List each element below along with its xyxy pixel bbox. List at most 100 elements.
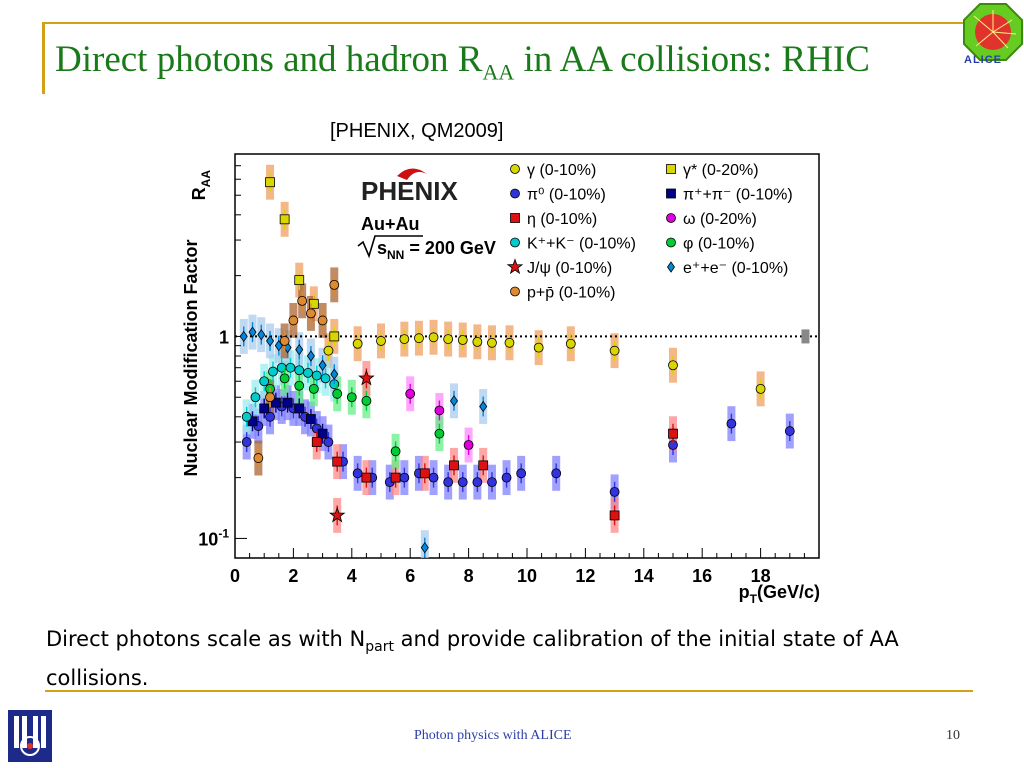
point-e-e-0-10 xyxy=(330,368,339,380)
point-0-10 xyxy=(472,477,483,488)
legend-marker-0-20 xyxy=(666,164,676,174)
legend-marker-0-10 xyxy=(510,188,520,199)
legend: γ (0-10%) γ* (0-20%) π⁰ (0-10%) π⁺+π⁻ (0-10… xyxy=(506,162,793,302)
point-k-k-0-10 xyxy=(320,373,331,384)
inset-energy: sNN = 200 GeV xyxy=(377,238,496,262)
point-0-10 xyxy=(311,437,322,447)
point-0-10 xyxy=(323,437,334,447)
alice-logo-icon xyxy=(963,3,1023,61)
legend-label-j-0-10: J/ψ (0-10%) xyxy=(527,260,612,277)
point-0-10 xyxy=(457,477,468,488)
legend-marker-0-10 xyxy=(510,164,520,174)
point-0-10 xyxy=(352,338,363,349)
point-p-p-0-10 xyxy=(317,315,328,326)
point-0-10 xyxy=(323,345,334,356)
point-0-20 xyxy=(294,275,305,286)
point-e-e-0-10 xyxy=(318,359,327,371)
point-k-k-0-10 xyxy=(285,362,296,373)
point-0-10 xyxy=(419,468,430,479)
point-j-0-10 xyxy=(358,369,375,386)
alice-logo-text: ALICE xyxy=(964,54,1002,66)
legend-label-k-k-0-10: K⁺+K⁻ (0-10%) xyxy=(527,236,636,253)
legend-marker-j-0-10 xyxy=(506,258,524,275)
point-0-10 xyxy=(478,460,489,471)
x-tick-label: 10 xyxy=(517,566,537,586)
phenix-logo: PHENIX xyxy=(361,176,458,206)
point-k-k-0-10 xyxy=(311,370,322,381)
legend-marker-p-p-0-10 xyxy=(510,286,520,297)
inset-system: Au+Au xyxy=(361,214,420,234)
point-0-10 xyxy=(443,334,454,344)
point-0-10 xyxy=(487,337,497,348)
legend-marker-0-10 xyxy=(666,188,676,199)
point-j-0-10 xyxy=(328,506,346,523)
point-0-10 xyxy=(259,403,270,414)
x-tick-label: 8 xyxy=(464,566,474,586)
point-p-p-0-10 xyxy=(279,336,290,346)
series-0-10 xyxy=(323,327,766,399)
series-e-e-0-10 xyxy=(239,322,488,558)
point-0-10 xyxy=(443,477,454,488)
point-0-20 xyxy=(308,298,319,309)
y-tick-label: 10-1 xyxy=(198,526,229,549)
point-0-20 xyxy=(279,214,290,225)
point-k-k-0-10 xyxy=(294,365,305,376)
point-0-10 xyxy=(414,333,424,344)
point-e-e-0-10 xyxy=(306,350,315,362)
point-0-20 xyxy=(265,177,275,188)
point-0-10 xyxy=(294,380,305,391)
jinr-logo-icon xyxy=(8,710,52,762)
point-0-10 xyxy=(434,428,445,439)
point-0-10 xyxy=(755,383,766,394)
legend-label-e-e-0-10: e⁺+e⁻ (0-10%) xyxy=(683,260,788,277)
point-0-10 xyxy=(361,472,372,483)
legend-marker-k-k-0-10 xyxy=(510,237,520,248)
series-k-k-0-10 xyxy=(241,357,340,427)
point-e-e-0-10 xyxy=(239,330,248,343)
point-0-10 xyxy=(472,336,483,347)
point-0-10 xyxy=(241,437,252,447)
phenix-inset: PHENIX Au+Au sNN = 200 GeV xyxy=(357,168,496,262)
legend-marker-e-e-0-10 xyxy=(667,261,675,273)
y-axis-label: Nuclear Modification Factor xyxy=(181,239,201,476)
point-0-10 xyxy=(332,388,343,399)
legend-label-0-10: γ (0-10%) xyxy=(527,162,596,179)
series-0-10 xyxy=(311,423,678,526)
point-0-10 xyxy=(668,428,678,439)
point-0-10 xyxy=(279,373,290,384)
point-0-10 xyxy=(308,383,319,394)
point-0-10 xyxy=(565,338,576,349)
point-0-10 xyxy=(376,336,386,346)
x-tick-label: 14 xyxy=(634,566,654,586)
raa-chart: 0 2 4 6 8 10 12 14 16 18 1 10-1 Nuclear Modificatio… xyxy=(181,153,820,606)
point-0-10 xyxy=(294,403,305,414)
point-p-p-0-10 xyxy=(253,453,264,463)
legend-label-0-20: ω (0-20%) xyxy=(683,211,757,228)
y-axis-raa-label: RAA xyxy=(189,170,213,201)
series-p-p-0-10 xyxy=(253,274,340,468)
series-0-10 xyxy=(265,368,445,462)
point-0-10 xyxy=(390,472,401,483)
point-0-10 xyxy=(533,342,544,353)
point-p-p-0-10 xyxy=(265,392,275,403)
slide-caption: Direct photons scale as with Npart and p… xyxy=(46,627,899,691)
point-k-k-0-10 xyxy=(241,411,252,422)
point-e-e-0-10 xyxy=(248,326,257,338)
point-0-10 xyxy=(457,335,468,345)
series-0-10 xyxy=(247,392,328,444)
page-number: 10 xyxy=(946,728,960,743)
point-0-10 xyxy=(399,334,410,344)
left-accent-bar xyxy=(42,22,45,94)
legend-label-0-10: π⁰ (0-10%) xyxy=(527,187,606,204)
point-0-20 xyxy=(329,331,340,342)
point-0-10 xyxy=(609,345,620,356)
point-0-10 xyxy=(317,428,328,439)
phenix-flame-icon xyxy=(397,168,427,180)
point-e-e-0-10 xyxy=(420,541,429,554)
x-tick-label: 2 xyxy=(288,566,298,586)
point-0-10 xyxy=(428,332,439,343)
point-p-p-0-10 xyxy=(297,295,308,306)
legend-label-p-p-0-10: p+p̄ (0-10%) xyxy=(527,285,616,302)
x-tick-label: 16 xyxy=(692,566,712,586)
x-tick-label: 12 xyxy=(575,566,595,586)
